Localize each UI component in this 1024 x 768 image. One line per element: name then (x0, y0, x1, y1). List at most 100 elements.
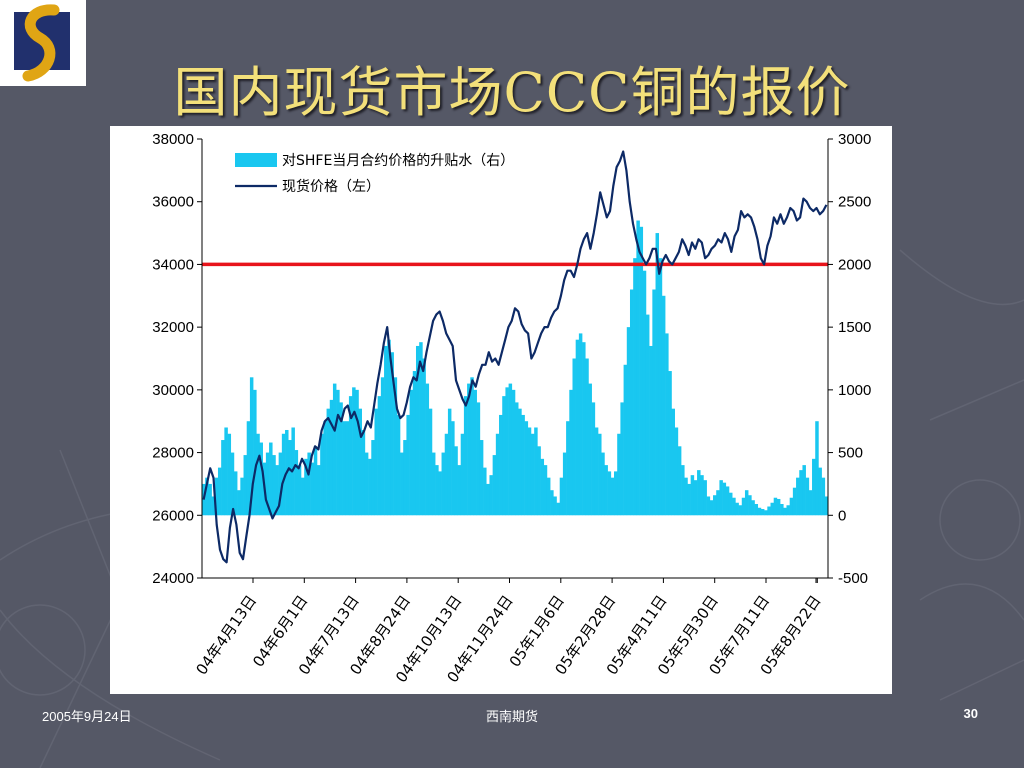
premium-bar (588, 383, 592, 516)
premium-bar (463, 396, 468, 516)
premium-bar (380, 377, 385, 516)
premium-bar (457, 465, 461, 516)
premium-bar (582, 342, 586, 516)
premium-bar (326, 408, 331, 516)
premium-bar (575, 339, 580, 516)
slide-title: 国内现货市场CCC铜的报价 (173, 61, 851, 124)
premium-bar (668, 371, 672, 516)
premium-bar (783, 507, 787, 516)
premium-bar (681, 465, 685, 516)
premium-bar (754, 504, 759, 516)
premium-bar (706, 496, 711, 516)
premium-bar (374, 408, 378, 516)
premium-bar (687, 483, 691, 516)
premium-bar (617, 433, 621, 516)
premium-bar (735, 502, 739, 516)
premium-bar (645, 314, 650, 516)
premium-bar (454, 446, 458, 516)
footer-date: 2005年9月24日 (42, 709, 132, 724)
premium-bar (748, 495, 752, 516)
premium-bar (534, 427, 538, 516)
premium-bar (320, 433, 324, 516)
premium-bar (521, 414, 525, 516)
chart-legend: 对SHFE当月合约价格的升贴水（右） 现货价格（左） (235, 153, 514, 195)
premium-bar (400, 452, 404, 516)
premium-bar (776, 498, 781, 516)
right-tick-label: 2500 (838, 194, 871, 211)
premium-bar (572, 358, 576, 516)
right-tick-label: 500 (838, 445, 863, 462)
premium-bar (211, 496, 216, 516)
premium-bar (773, 497, 778, 516)
premium-bar (808, 490, 813, 516)
logo-mark-icon (14, 4, 70, 82)
premium-bar (499, 414, 503, 516)
premium-bar (323, 421, 327, 516)
premium-bar (655, 233, 660, 516)
premium-bar (447, 408, 452, 516)
premium-bar (591, 402, 596, 516)
premium-bar (422, 358, 426, 516)
premium-bar (435, 465, 439, 516)
premium-bar (684, 477, 688, 516)
left-tick-label: 24000 (152, 570, 194, 587)
chart: 3800036000340003200030000280002600024000… (152, 131, 871, 686)
premium-bar (281, 433, 286, 516)
premium-bar (310, 462, 315, 516)
premium-bar (412, 371, 417, 516)
premium-bar (786, 505, 790, 516)
premium-bar (246, 421, 251, 516)
premium-bar (543, 465, 548, 516)
premium-bar (473, 389, 477, 516)
premium-bar (419, 342, 423, 516)
premium-bar (294, 450, 299, 516)
premium-bar (237, 490, 241, 516)
premium-bar (390, 352, 394, 516)
premium-bar (428, 408, 433, 516)
premium-bar (614, 471, 618, 516)
premium-bar (479, 440, 484, 516)
left-tick-label: 28000 (152, 445, 194, 462)
premium-bar (585, 358, 589, 516)
premium-bar (342, 421, 347, 516)
premium-bar (677, 446, 682, 516)
premium-bar (792, 487, 797, 516)
premium-bar (537, 446, 541, 516)
premium-bar (722, 482, 727, 516)
premium-bar (598, 433, 602, 516)
legend-label-premium: 对SHFE当月合约价格的升贴水（右） (282, 153, 514, 169)
premium-bar (275, 465, 279, 516)
premium-bar (441, 452, 446, 516)
premium-bar (725, 486, 730, 516)
premium-bar (690, 475, 695, 516)
premium-bar (713, 495, 717, 516)
premium-bar (799, 470, 803, 516)
premium-bar (812, 458, 816, 516)
premium-bar (217, 467, 222, 516)
premium-bar (818, 467, 822, 516)
premium-bar (377, 396, 382, 516)
company-logo (0, 0, 86, 86)
premium-bar (824, 496, 829, 516)
premium-bar (492, 455, 497, 516)
premium-bar (780, 504, 784, 516)
premium-bar (665, 333, 669, 516)
premium-bar (486, 483, 490, 516)
premium-bar (805, 477, 810, 516)
premium-bar (642, 270, 647, 516)
premium-bar (221, 440, 225, 516)
premium-bar (269, 442, 273, 516)
premium-bar (339, 402, 343, 516)
premium-bar (693, 480, 698, 516)
premium-bar (348, 396, 353, 516)
premium-bar (208, 483, 212, 516)
premium-bar (626, 327, 631, 516)
premium-bar (253, 389, 257, 516)
premium-bar (610, 477, 615, 516)
premium-bar (751, 500, 755, 516)
premium-bar (384, 345, 388, 516)
premium-bar (562, 452, 567, 516)
premium-bar (233, 471, 238, 516)
premium-bar (489, 475, 493, 516)
premium-bar (757, 507, 762, 516)
